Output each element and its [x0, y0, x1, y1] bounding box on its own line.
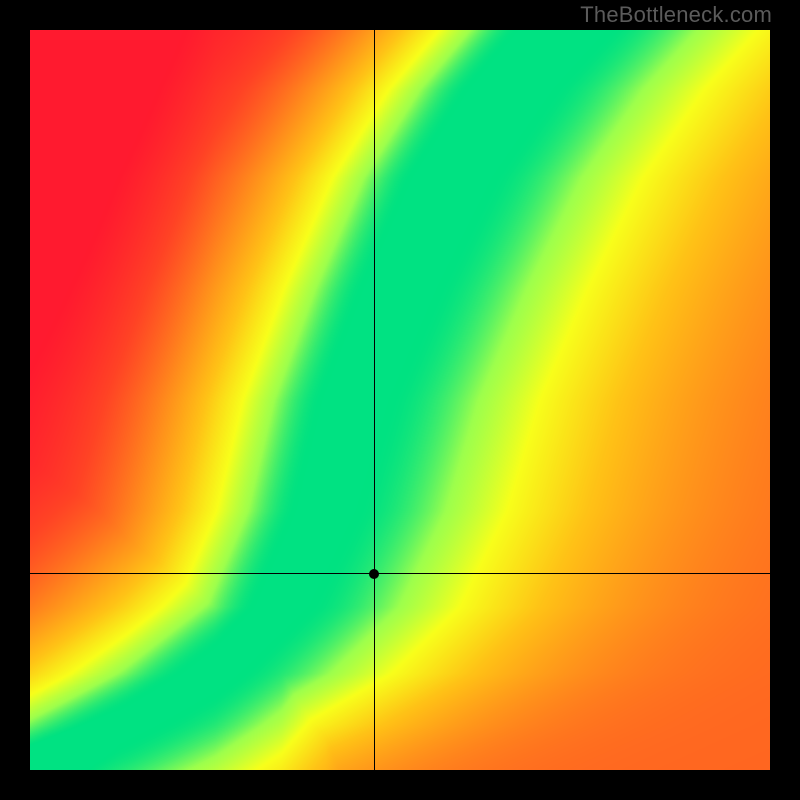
crosshair-horizontal [30, 573, 770, 574]
crosshair-vertical [374, 30, 375, 770]
outer-frame: TheBottleneck.com [0, 0, 800, 800]
crosshair-marker [369, 569, 379, 579]
plot-area [30, 30, 770, 770]
watermark-text: TheBottleneck.com [580, 2, 772, 28]
heatmap-canvas [30, 30, 770, 770]
